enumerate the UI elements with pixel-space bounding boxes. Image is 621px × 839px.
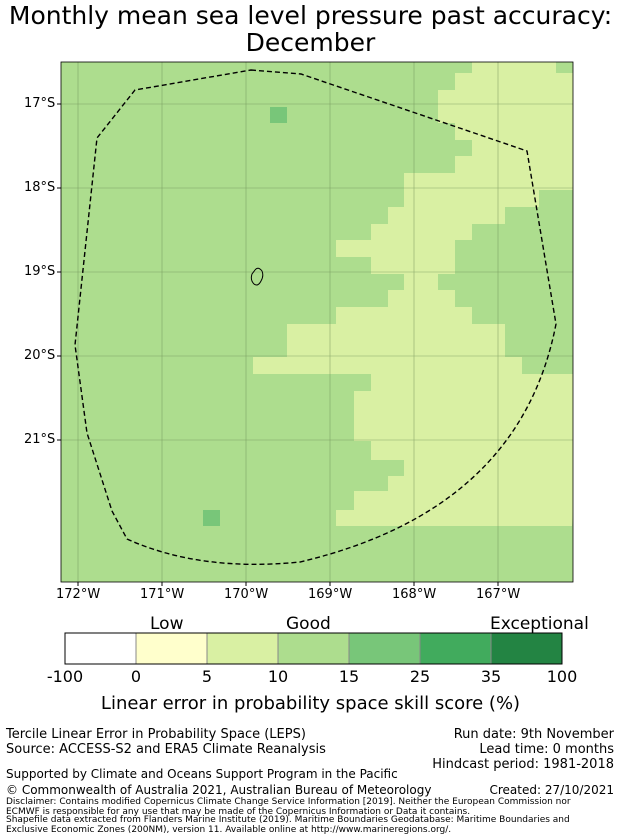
eez-boundary [74, 69, 557, 566]
chart-title-line2: December [245, 28, 376, 57]
footer-lead-time: Lead time: 0 months [479, 742, 614, 757]
skill-region-5-10 [253, 62, 573, 526]
colorbar-tick-label: 35 [480, 667, 502, 686]
colorbar-tick-label: 100 [546, 667, 578, 686]
lat-label: 18°S [24, 180, 56, 195]
footer-run-date: Run date: 9th November [453, 727, 614, 742]
colorbar-tick-label: 25 [409, 667, 431, 686]
lon-label: 169°W [308, 587, 353, 602]
colorbar-tick-label: -100 [46, 667, 84, 686]
colorbar [64, 632, 563, 665]
colorbar-bin [136, 633, 207, 664]
colorbar-tick-label: 10 [267, 667, 289, 686]
footer-hindcast: Hindcast period: 1981-2018 [432, 757, 614, 772]
map-frame [60, 61, 574, 583]
map-and-colorbar [57, 61, 574, 665]
island-outline [250, 267, 264, 286]
footer-copyright: © Commonwealth of Australia 2021, Austra… [6, 783, 432, 797]
colorbar-bin [349, 633, 420, 664]
lon-label: 167°W [476, 587, 521, 602]
lon-label: 171°W [140, 587, 185, 602]
map-gridlines [61, 62, 573, 582]
lat-label: 19°S [24, 264, 56, 279]
colorbar-bin [207, 633, 278, 664]
lon-label: 172°W [56, 587, 101, 602]
lon-label: 168°W [392, 587, 437, 602]
skill-cell-15-25 [270, 107, 287, 123]
lon-label: 170°W [224, 587, 269, 602]
colorbar-tick-label: 0 [130, 667, 142, 686]
colorbar-bin [278, 633, 349, 664]
footer-created: Created: 27/10/2021 [489, 783, 614, 797]
skill-cell-15-25 [203, 510, 220, 526]
colorbar-category-good: Good [286, 614, 331, 634]
colorbar-category-low: Low [150, 614, 184, 634]
footer-method: Tercile Linear Error in Probability Spac… [6, 727, 306, 742]
chart-title-line1: Monthly mean sea level pressure past acc… [8, 1, 613, 30]
colorbar-bin [420, 633, 491, 664]
colorbar-bin [491, 633, 562, 664]
colorbar-tick-label: 5 [201, 667, 213, 686]
footer-supported: Supported by Climate and Oceans Support … [6, 767, 398, 781]
footer-shapefile: Shapefile data extracted from Flanders M… [6, 815, 570, 835]
lat-label: 17°S [24, 96, 56, 111]
axis-ticks [57, 103, 499, 586]
lat-label: 20°S [24, 348, 56, 363]
colorbar-category-exceptional: Exceptional [490, 614, 589, 634]
colorbar-label: Linear error in probability space skill … [100, 693, 521, 714]
footer-disclaimer: Disclaimer: Contains modified Copernicus… [6, 797, 571, 817]
colorbar-bin [65, 633, 136, 664]
footer-source: Source: ACCESS-S2 and ERA5 Climate Reana… [6, 742, 326, 757]
colorbar-tick-label: 15 [338, 667, 360, 686]
lat-label: 21°S [24, 432, 56, 447]
